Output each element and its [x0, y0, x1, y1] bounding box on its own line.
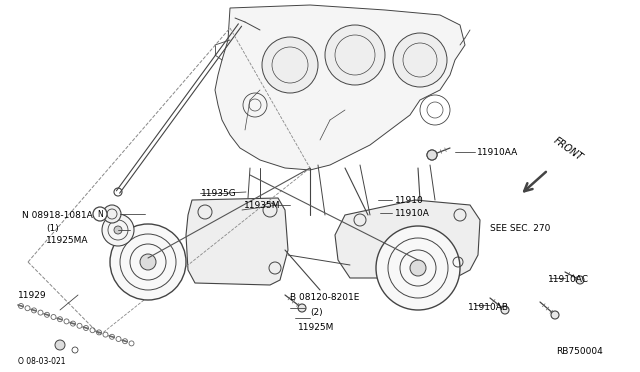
Circle shape: [393, 33, 447, 87]
Circle shape: [551, 311, 559, 319]
Text: 11925M: 11925M: [298, 324, 334, 333]
Text: RB750004: RB750004: [556, 347, 603, 356]
Text: 11925MA: 11925MA: [46, 235, 88, 244]
Circle shape: [103, 205, 121, 223]
Text: FRONT: FRONT: [552, 136, 585, 163]
Circle shape: [376, 226, 460, 310]
Circle shape: [325, 25, 385, 85]
Text: 11910AB: 11910AB: [468, 304, 509, 312]
Text: (1): (1): [46, 224, 59, 232]
Circle shape: [262, 37, 318, 93]
Text: N: N: [97, 209, 103, 218]
Text: 11935M: 11935M: [244, 201, 280, 209]
Text: SEE SEC. 270: SEE SEC. 270: [490, 224, 550, 232]
Text: 11910AA: 11910AA: [477, 148, 518, 157]
Circle shape: [298, 304, 306, 312]
Text: 11910AC: 11910AC: [548, 276, 589, 285]
Circle shape: [55, 340, 65, 350]
Text: 11910: 11910: [395, 196, 424, 205]
Circle shape: [501, 306, 509, 314]
Circle shape: [114, 226, 122, 234]
Text: 11910A: 11910A: [395, 208, 430, 218]
Polygon shape: [215, 5, 465, 170]
Text: 11929: 11929: [18, 292, 47, 301]
Circle shape: [427, 150, 437, 160]
Circle shape: [140, 254, 156, 270]
Text: (2): (2): [310, 308, 323, 317]
Polygon shape: [335, 200, 480, 278]
Circle shape: [427, 150, 437, 160]
Text: B 08120-8201E: B 08120-8201E: [290, 294, 360, 302]
Circle shape: [576, 276, 584, 284]
Text: O 08-03-021: O 08-03-021: [18, 357, 65, 366]
Text: N 08918-1081A: N 08918-1081A: [22, 211, 93, 219]
Circle shape: [93, 207, 107, 221]
Circle shape: [102, 214, 134, 246]
Circle shape: [410, 260, 426, 276]
Polygon shape: [186, 198, 288, 285]
Text: 11935G: 11935G: [201, 189, 237, 198]
Circle shape: [110, 224, 186, 300]
